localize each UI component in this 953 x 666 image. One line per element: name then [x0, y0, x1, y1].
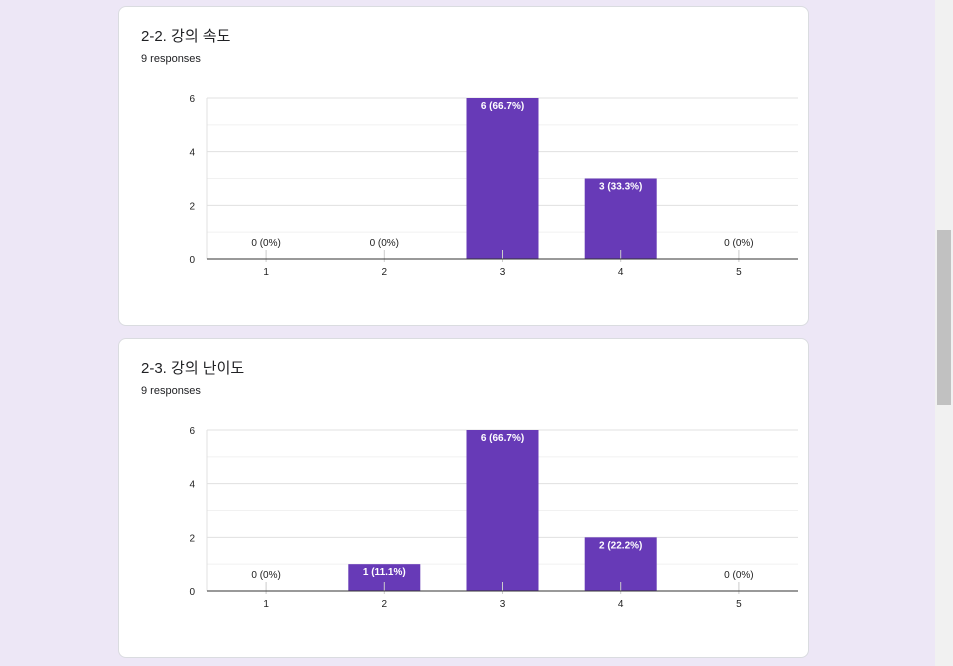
x-tick-label: 5	[736, 599, 742, 610]
question-card-2-2: 2-2. 강의 속도 9 responses 0 2 4 6 0 (0%) 1 0 (0%)…	[118, 6, 809, 326]
response-count: 9 responses	[141, 53, 201, 65]
scrollbar-thumb[interactable]	[937, 230, 951, 405]
data-label: 6 (66.7%)	[481, 433, 524, 444]
bar-4[interactable]	[584, 178, 657, 260]
data-label: 0 (0%)	[724, 238, 753, 249]
bar-chart-lecture-speed: 0 2 4 6 0 (0%) 1 0 (0%) 2 6 (66.7%) 3 3 (33.3%) 4 0 …	[189, 94, 798, 278]
scrollbar[interactable]	[935, 0, 953, 666]
x-tick-label: 1	[263, 599, 269, 610]
data-label: 2 (22.2%)	[599, 540, 642, 551]
y-tick-label: 0	[189, 255, 195, 266]
question-title: 2-3. 강의 난이도	[141, 360, 245, 377]
x-tick-label: 4	[618, 267, 624, 278]
x-tick-label: 2	[382, 599, 388, 610]
y-tick-label: 4	[189, 148, 195, 159]
x-tick-label: 5	[736, 267, 742, 278]
response-count: 9 responses	[141, 385, 201, 397]
y-tick-label: 6	[189, 94, 195, 105]
x-tick-label: 2	[382, 267, 388, 278]
y-tick-label: 2	[189, 201, 195, 212]
x-tick-label: 3	[500, 599, 506, 610]
y-tick-label: 0	[189, 587, 195, 598]
data-label: 0 (0%)	[251, 238, 280, 249]
y-tick-label: 4	[189, 480, 195, 491]
data-label: 0 (0%)	[370, 238, 399, 249]
x-tick-label: 1	[263, 267, 269, 278]
question-title: 2-2. 강의 속도	[141, 28, 231, 45]
data-label: 3 (33.3%)	[599, 182, 642, 193]
data-label: 6 (66.7%)	[481, 101, 524, 112]
x-tick-label: 3	[500, 267, 506, 278]
bar-chart-lecture-difficulty: 0 2 4 6 0 (0%) 1 1 (11.1%) 2 6 (66.7%) 3 2 (22.2%)…	[189, 426, 798, 610]
x-tick-label: 4	[618, 599, 624, 610]
question-card-2-3: 2-3. 강의 난이도 9 responses 0 2 4 6 0 (0%) 1 1 (11…	[118, 338, 809, 658]
data-label: 0 (0%)	[251, 570, 280, 581]
data-label: 0 (0%)	[724, 570, 753, 581]
bar-3[interactable]	[466, 98, 539, 259]
y-tick-label: 6	[189, 426, 195, 437]
y-tick-label: 2	[189, 533, 195, 544]
data-label: 1 (11.1%)	[363, 567, 406, 578]
bar-3[interactable]	[466, 430, 539, 591]
